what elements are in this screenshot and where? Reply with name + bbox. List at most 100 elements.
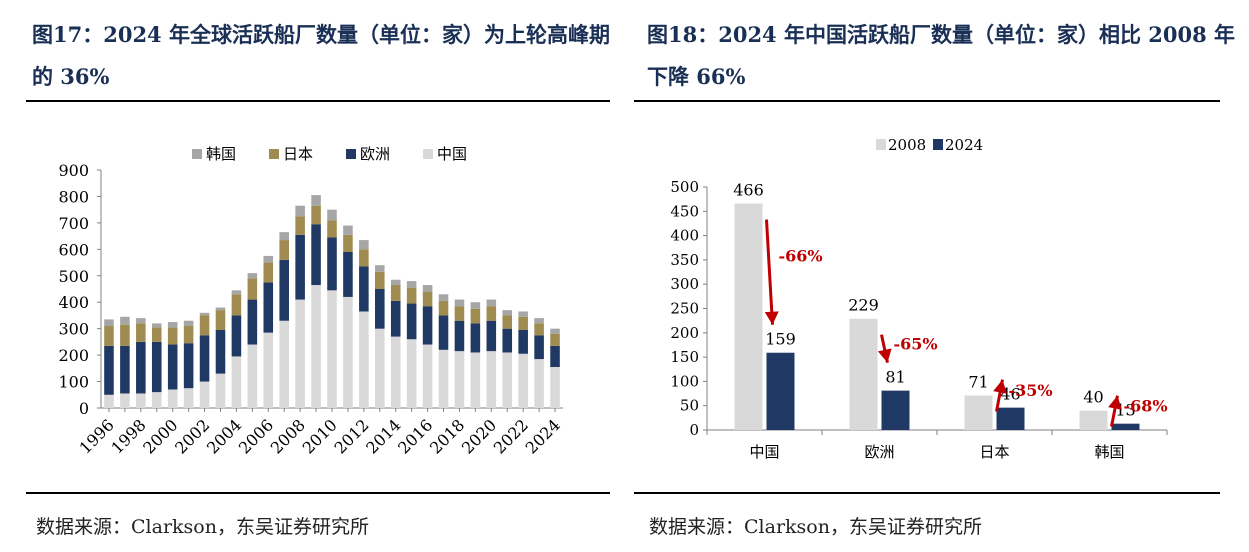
bar-segment-china-2001 bbox=[183, 388, 194, 408]
legend-swatch-europe bbox=[346, 149, 356, 159]
bar-segment-japan-2013 bbox=[375, 271, 385, 289]
bar-segment-china-2006 bbox=[263, 332, 274, 408]
bar-segment-japan-2008 bbox=[295, 216, 305, 235]
y-tick-label: 250 bbox=[670, 300, 699, 318]
bar-segment-europe-2022 bbox=[518, 329, 528, 354]
bar-segment-europe-2009 bbox=[311, 224, 321, 286]
bar-segment-china-1998 bbox=[136, 393, 146, 408]
bar-segment-china-2023 bbox=[534, 359, 544, 408]
bar-segment-china-1997 bbox=[120, 393, 130, 408]
legend-label-y2008: 2008 bbox=[888, 136, 926, 154]
bar-segment-europe-2024 bbox=[550, 345, 560, 368]
bar-segment-china-2017 bbox=[438, 349, 449, 408]
x-tick-label: 2016 bbox=[394, 415, 436, 457]
change-arrow-line-0 bbox=[765, 219, 774, 325]
bar-2008-0 bbox=[734, 203, 763, 430]
bar-segment-japan-2016 bbox=[422, 291, 433, 307]
bar-segment-korea-2019 bbox=[470, 302, 481, 309]
x-category-label-2: 日本 bbox=[979, 443, 1009, 461]
bar-segment-china-2010 bbox=[327, 290, 337, 408]
data-label-2008-0: 466 bbox=[733, 181, 764, 200]
bar-segment-korea-2014 bbox=[390, 279, 401, 286]
data-label-2024-1: 81 bbox=[885, 368, 905, 387]
bar-segment-europe-2002 bbox=[199, 335, 210, 382]
stacked-bar-chart: 0 100 200 300 400 500 600 700 800 900 199619982000… bbox=[58, 145, 563, 458]
bar-segment-china-2020 bbox=[486, 351, 497, 408]
title-rule bbox=[26, 100, 610, 102]
bar-segment-japan-2003 bbox=[215, 310, 226, 330]
bar-segment-korea-2016 bbox=[422, 285, 433, 292]
legend-label-china: 中国 bbox=[437, 145, 467, 163]
y-tick-label: 150 bbox=[670, 348, 699, 366]
y-tick-label: 500 bbox=[670, 178, 699, 196]
y-tick-label: 0 bbox=[689, 421, 699, 439]
x-tick-label: 2002 bbox=[171, 415, 213, 457]
x-tick-label: 2022 bbox=[490, 415, 532, 457]
bar-segment-korea-2023 bbox=[534, 318, 544, 324]
bar-segment-europe-2021 bbox=[502, 328, 513, 353]
bar-segment-japan-2019 bbox=[470, 308, 481, 324]
bar-segment-europe-1999 bbox=[151, 341, 162, 393]
bar-segment-korea-2024 bbox=[550, 328, 560, 334]
bar-segment-japan-1999 bbox=[151, 327, 162, 342]
bar-segment-china-1999 bbox=[151, 392, 162, 408]
bar-segment-japan-2007 bbox=[279, 240, 289, 260]
bar-segment-europe-2010 bbox=[327, 237, 337, 291]
legend-swatch-china bbox=[423, 149, 433, 159]
legend-label-korea: 韩国 bbox=[206, 145, 236, 163]
bar-segment-china-2019 bbox=[470, 352, 481, 408]
bar-segment-china-2002 bbox=[199, 381, 210, 408]
bar-segment-korea-2000 bbox=[167, 322, 178, 328]
bar-segment-china-2015 bbox=[406, 339, 417, 408]
bar-segment-korea-2002 bbox=[199, 312, 210, 316]
bar-segment-korea-2001 bbox=[183, 320, 194, 327]
bar-segment-china-1996 bbox=[104, 394, 114, 408]
change-annotation-2: -35% bbox=[1009, 381, 1053, 400]
legend-swatch-y2024 bbox=[933, 139, 943, 150]
bar-segment-korea-2007 bbox=[279, 232, 289, 241]
bar-2024-0 bbox=[766, 352, 795, 430]
bar-segment-japan-2010 bbox=[327, 220, 337, 238]
bar-segment-china-2008 bbox=[295, 299, 305, 408]
bar-segment-japan-2021 bbox=[502, 315, 513, 329]
bar-segment-europe-2020 bbox=[486, 320, 497, 352]
bar-segment-korea-2020 bbox=[486, 299, 497, 307]
x-category-label-1: 欧洲 bbox=[864, 443, 894, 461]
bar-segment-japan-2018 bbox=[454, 306, 465, 321]
bar-segment-korea-2018 bbox=[454, 299, 465, 307]
bar-segment-china-2004 bbox=[231, 356, 242, 408]
change-arrow-head-3 bbox=[1108, 395, 1122, 410]
bar-segment-china-2007 bbox=[279, 320, 289, 408]
data-label-2008-3: 40 bbox=[1083, 388, 1103, 407]
legend-swatch-y2008 bbox=[876, 139, 886, 150]
bar-segment-china-2014 bbox=[390, 336, 401, 408]
bar-segment-korea-1996 bbox=[104, 319, 114, 327]
bar-segment-japan-2020 bbox=[486, 306, 497, 321]
bar-segment-china-2005 bbox=[247, 344, 258, 408]
bar-segment-korea-1998 bbox=[136, 318, 146, 324]
bar-segment-korea-2010 bbox=[327, 209, 337, 221]
y-tick-label: 350 bbox=[670, 251, 699, 269]
bar-segment-europe-2019 bbox=[470, 323, 481, 353]
y-tick-label: 500 bbox=[58, 267, 89, 286]
y-tick-label: 600 bbox=[58, 240, 89, 259]
bar-segment-europe-2005 bbox=[247, 299, 258, 345]
bar-segment-japan-1996 bbox=[104, 326, 114, 346]
bar-segment-europe-2012 bbox=[359, 266, 369, 312]
y-tick-label: 400 bbox=[670, 227, 699, 245]
change-arrow-head-0 bbox=[764, 311, 779, 325]
figure-18-title: 图18：2024 年中国活跃船厂数量（单位：家）相比 2008 年下降 66% bbox=[647, 22, 1236, 89]
bar-segment-japan-2002 bbox=[199, 315, 210, 336]
bar-segment-korea-2015 bbox=[406, 281, 417, 288]
y-tick-label: 800 bbox=[58, 187, 89, 206]
bar-segment-china-2003 bbox=[215, 373, 226, 408]
bar-2008-3 bbox=[1079, 410, 1108, 430]
data-label-2008-2: 71 bbox=[968, 372, 988, 391]
bar-segment-japan-2001 bbox=[183, 326, 194, 344]
bar-segment-europe-2014 bbox=[390, 300, 401, 337]
bar-segment-europe-2017 bbox=[438, 315, 449, 350]
bar-segment-china-2009 bbox=[311, 285, 321, 408]
bar-segment-korea-2011 bbox=[343, 225, 353, 235]
bar-segment-japan-2015 bbox=[406, 287, 417, 304]
change-arrow-head-2 bbox=[993, 379, 1007, 394]
